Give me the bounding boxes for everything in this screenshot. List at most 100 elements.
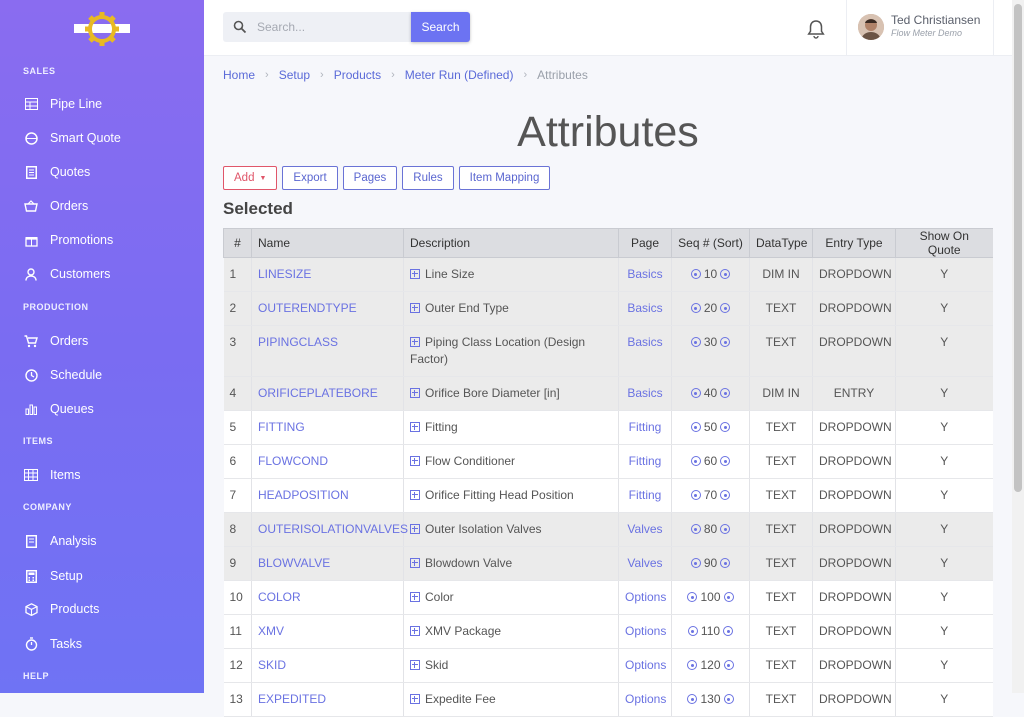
move-down-icon[interactable] <box>720 456 731 466</box>
expand-plus-icon[interactable] <box>410 592 420 602</box>
expand-plus-icon[interactable] <box>410 269 420 279</box>
expand-plus-icon[interactable] <box>410 456 420 466</box>
search-button[interactable]: Search <box>411 12 470 42</box>
column-header-description[interactable]: Description <box>403 228 619 258</box>
column-header-datatype[interactable]: DataType <box>749 228 813 258</box>
move-down-icon[interactable] <box>720 269 731 279</box>
move-down-icon[interactable] <box>720 524 731 534</box>
move-up-icon[interactable] <box>690 303 701 313</box>
rules-button[interactable]: Rules <box>402 166 454 190</box>
page-link[interactable]: Valves <box>627 556 663 570</box>
page-link[interactable]: Fitting <box>628 420 662 434</box>
attribute-name-link[interactable]: HEADPOSITION <box>258 488 349 502</box>
user-menu[interactable]: Ted Christiansen Flow Meter Demo <box>846 0 994 55</box>
sidebar-item-promotions[interactable]: Promotions <box>24 229 113 251</box>
move-down-icon[interactable] <box>723 660 734 670</box>
attribute-name-link[interactable]: COLOR <box>258 590 301 604</box>
sidebar-item-pipe-line[interactable]: Pipe Line <box>24 93 102 115</box>
add-dropdown-button[interactable]: Add ▼ <box>223 166 278 190</box>
logo-gear-icon[interactable] <box>74 12 130 46</box>
move-up-icon[interactable] <box>687 592 698 602</box>
sidebar-item-quotes[interactable]: Quotes <box>24 161 90 183</box>
attribute-name-link[interactable]: PIPINGCLASS <box>258 335 339 349</box>
column-header-num[interactable]: # <box>223 228 252 258</box>
move-down-icon[interactable] <box>723 694 734 704</box>
expand-plus-icon[interactable] <box>410 337 420 347</box>
page-link[interactable]: Options <box>625 658 667 672</box>
expand-plus-icon[interactable] <box>410 388 420 398</box>
move-down-icon[interactable] <box>720 490 731 500</box>
expand-plus-icon[interactable] <box>410 694 420 704</box>
breadcrumb-setup[interactable]: Setup <box>278 68 311 82</box>
move-up-icon[interactable] <box>690 456 701 466</box>
sidebar-item-items[interactable]: Items <box>24 464 81 486</box>
expand-plus-icon[interactable] <box>410 524 420 534</box>
bell-icon[interactable] <box>807 19 825 39</box>
attribute-name-link[interactable]: OUTERENDTYPE <box>258 301 357 315</box>
page-link[interactable]: Basics <box>627 267 663 281</box>
move-down-icon[interactable] <box>720 303 731 313</box>
expand-plus-icon[interactable] <box>410 558 420 568</box>
move-up-icon[interactable] <box>690 269 701 279</box>
move-up-icon[interactable] <box>687 660 698 670</box>
page-link[interactable]: Options <box>625 590 667 604</box>
sidebar-item-production-orders[interactable]: Orders <box>24 330 88 352</box>
breadcrumb-products[interactable]: Products <box>333 68 382 82</box>
sidebar-item-orders[interactable]: Orders <box>24 195 88 217</box>
item-mapping-button[interactable]: Item Mapping <box>458 166 551 190</box>
page-link[interactable]: Basics <box>627 386 663 400</box>
sidebar-item-tasks[interactable]: Tasks <box>24 633 82 655</box>
page-link[interactable]: Options <box>625 624 667 638</box>
sidebar-item-setup[interactable]: Setup <box>24 565 83 587</box>
expand-plus-icon[interactable] <box>410 490 420 500</box>
attribute-name-link[interactable]: XMV <box>258 624 285 638</box>
breadcrumb-home[interactable]: Home <box>223 68 256 82</box>
attribute-name-link[interactable]: FITTING <box>258 420 305 434</box>
expand-plus-icon[interactable] <box>410 626 420 636</box>
column-header-name[interactable]: Name <box>251 228 404 258</box>
breadcrumb-meter-run[interactable]: Meter Run (Defined) <box>404 68 514 82</box>
sidebar-item-products[interactable]: Products <box>24 598 99 620</box>
attribute-name-link[interactable]: BLOWVALVE <box>258 556 331 570</box>
move-down-icon[interactable] <box>720 337 731 347</box>
sidebar-item-analysis[interactable]: Analysis <box>24 530 97 552</box>
attribute-name-link[interactable]: FLOWCOND <box>258 454 328 468</box>
move-down-icon[interactable] <box>720 558 731 568</box>
page-scrollbar[interactable] <box>1012 0 1024 693</box>
move-up-icon[interactable] <box>687 694 698 704</box>
expand-plus-icon[interactable] <box>410 422 420 432</box>
move-up-icon[interactable] <box>690 558 701 568</box>
attribute-name-link[interactable]: SKID <box>258 658 287 672</box>
column-header-show-on-quote[interactable]: Show On Quote <box>895 228 993 258</box>
attribute-name-link[interactable]: EXPEDITED <box>258 692 327 706</box>
move-up-icon[interactable] <box>690 490 701 500</box>
page-link[interactable]: Fitting <box>628 488 662 502</box>
move-down-icon[interactable] <box>720 422 731 432</box>
pages-button[interactable]: Pages <box>342 166 398 190</box>
page-link[interactable]: Options <box>625 692 667 706</box>
sidebar-item-smart-quote[interactable]: Smart Quote <box>24 127 121 149</box>
move-down-icon[interactable] <box>723 592 734 602</box>
page-link[interactable]: Basics <box>627 335 663 349</box>
page-link[interactable]: Basics <box>627 301 663 315</box>
attribute-name-link[interactable]: OUTERISOLATIONVALVES <box>258 522 409 536</box>
column-header-seq[interactable]: Seq # (Sort) <box>671 228 750 258</box>
sidebar-item-customers[interactable]: Customers <box>24 263 110 285</box>
move-up-icon[interactable] <box>687 626 698 636</box>
search-input[interactable] <box>255 19 409 35</box>
expand-plus-icon[interactable] <box>410 303 420 313</box>
page-link[interactable]: Valves <box>627 522 663 536</box>
move-down-icon[interactable] <box>720 388 731 398</box>
move-up-icon[interactable] <box>690 388 701 398</box>
page-link[interactable]: Fitting <box>628 454 662 468</box>
sidebar-item-queues[interactable]: Queues <box>24 398 94 420</box>
column-header-page[interactable]: Page <box>618 228 672 258</box>
scrollbar-thumb[interactable] <box>1014 4 1022 492</box>
attribute-name-link[interactable]: ORIFICEPLATEBORE <box>258 386 378 400</box>
move-up-icon[interactable] <box>690 337 701 347</box>
expand-plus-icon[interactable] <box>410 660 420 670</box>
move-up-icon[interactable] <box>690 524 701 534</box>
move-down-icon[interactable] <box>723 626 734 636</box>
export-button[interactable]: Export <box>282 166 338 190</box>
attribute-name-link[interactable]: LINESIZE <box>258 267 312 281</box>
